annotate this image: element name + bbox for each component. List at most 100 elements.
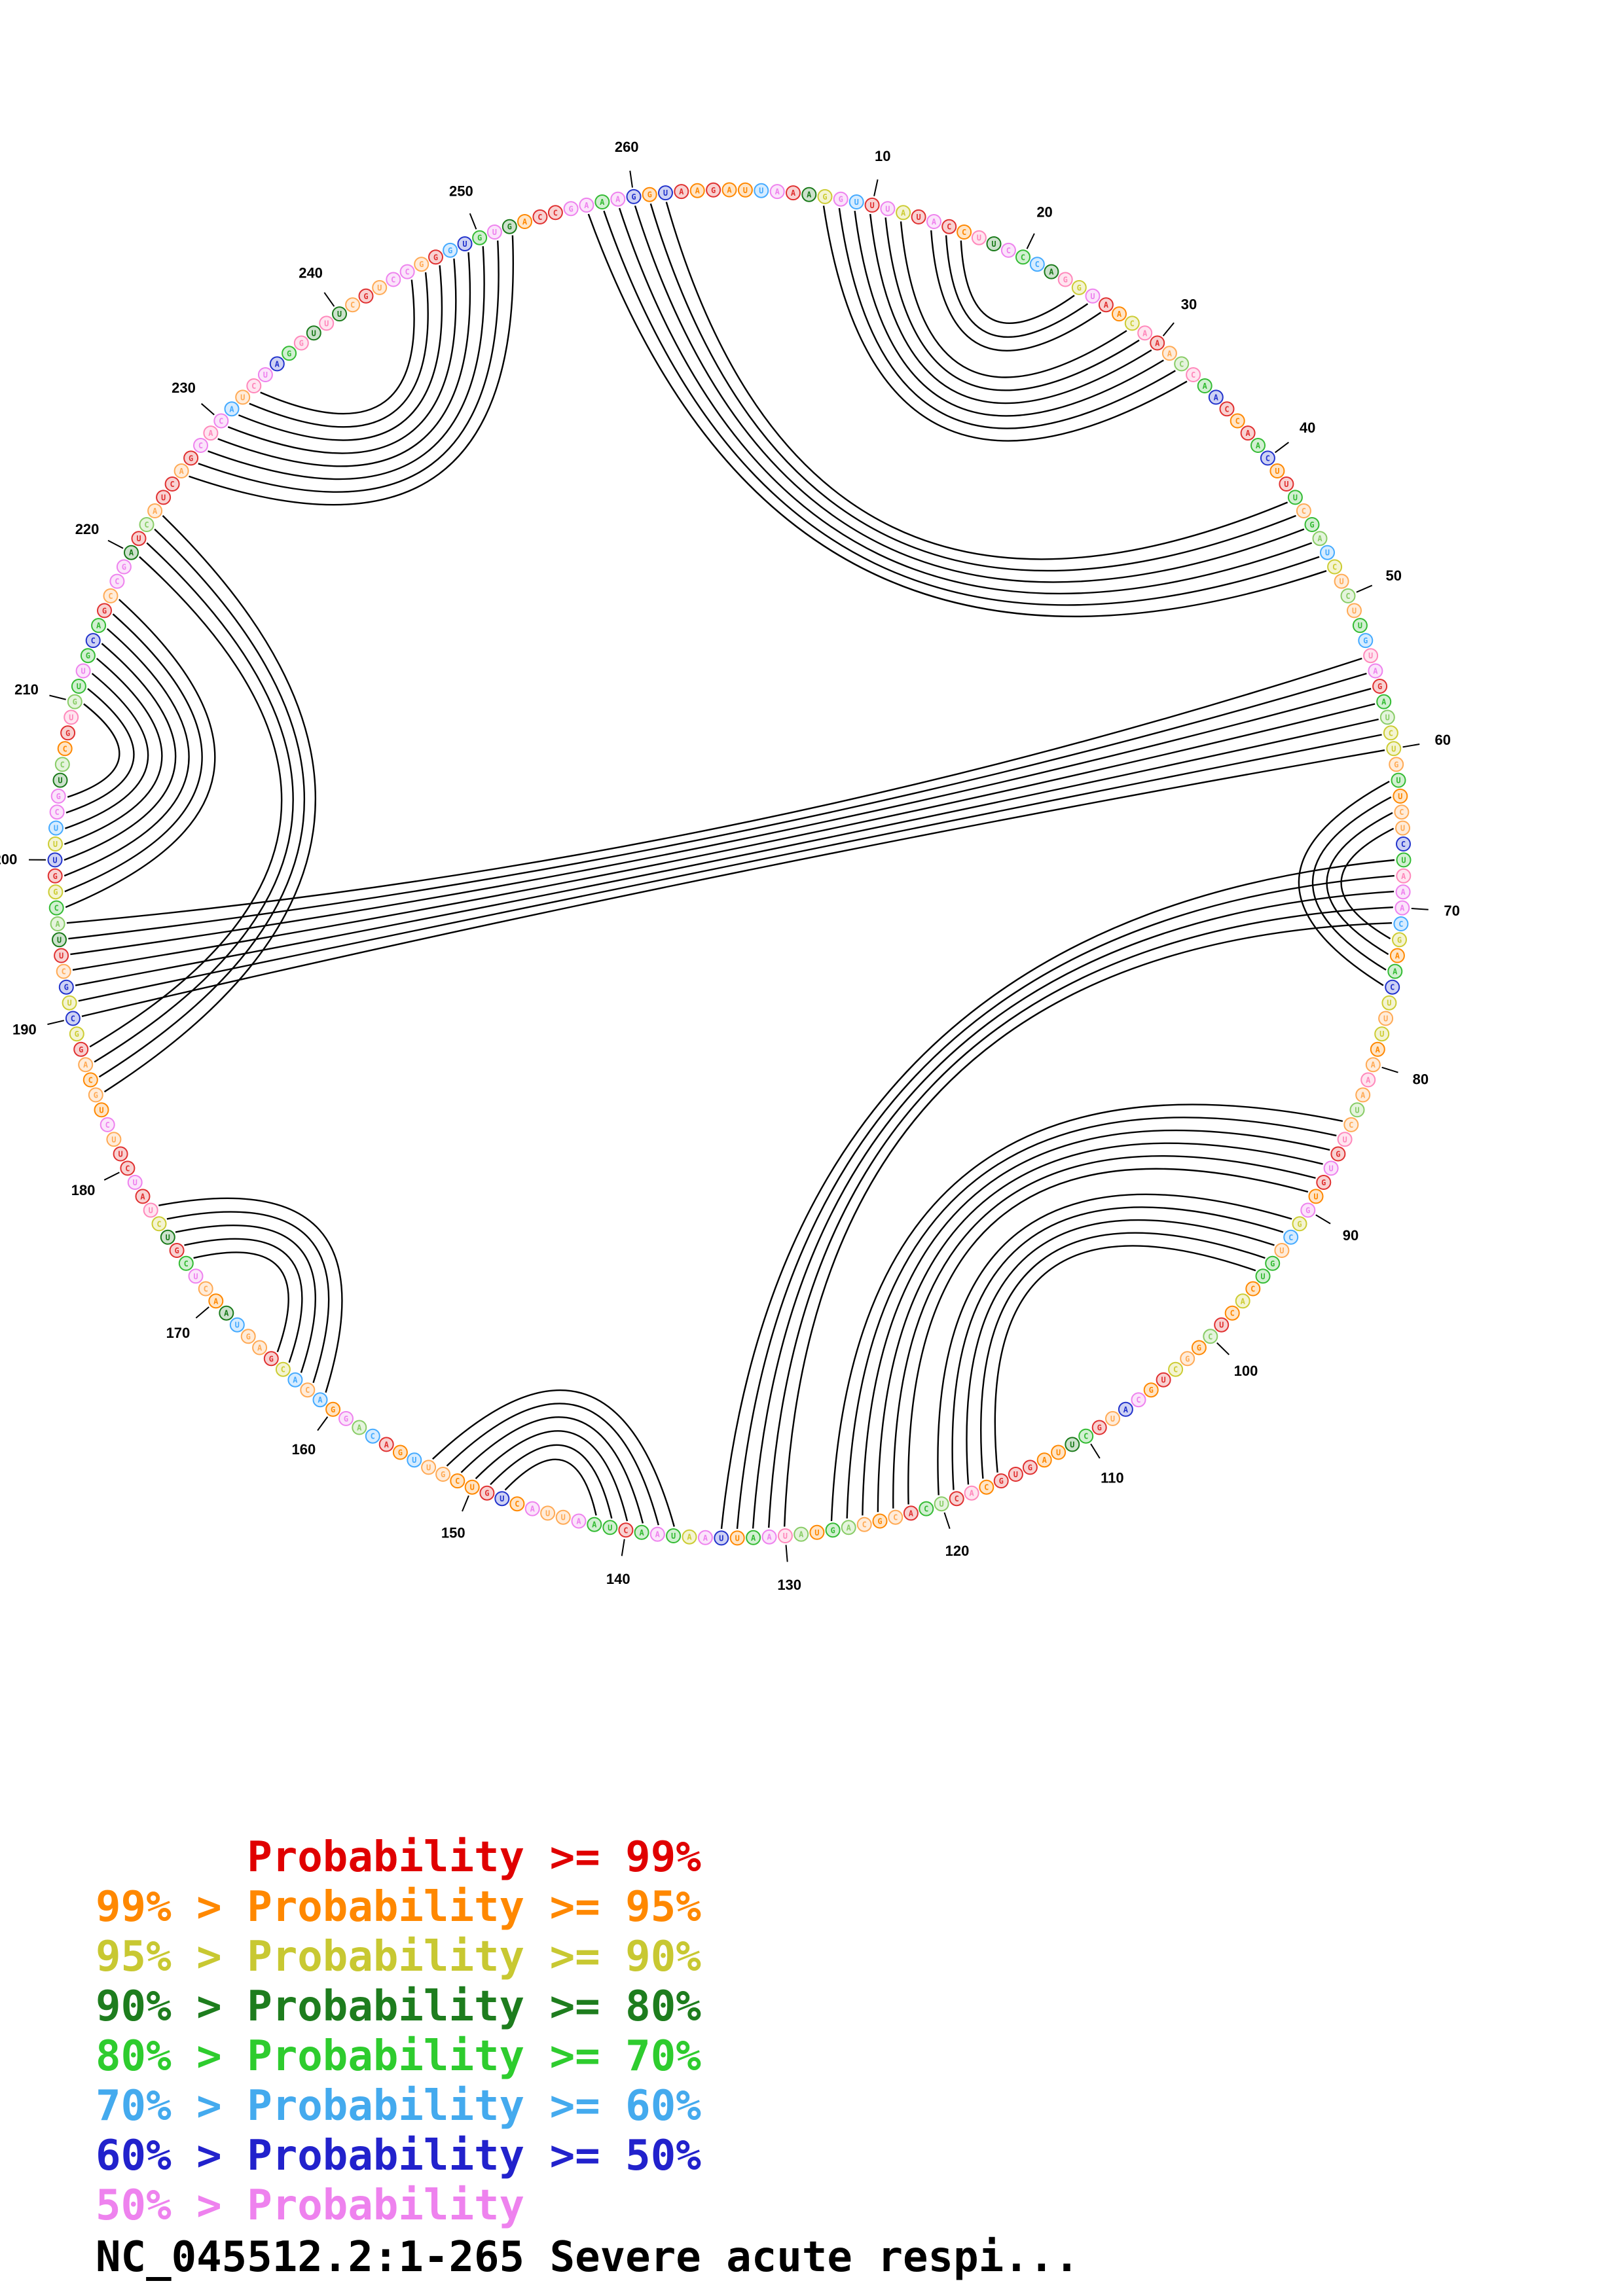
nucleotide-letter: U [111,1135,116,1144]
legend-entry: 99% > Probability >= 95% [96,1883,701,1931]
nucleotide-letter: U [133,1178,137,1187]
nucleotide-circle [754,183,769,198]
nucleotide-letter: C [198,441,203,450]
nucleotide-letter: G [174,1246,179,1255]
tick-mark [621,1539,625,1556]
base-pair-arc [951,1206,1284,1490]
base-pair-arc [862,1129,1330,1516]
nucleotide-circle [457,236,473,251]
nucleotide-circle [1396,852,1412,868]
tick-mark [47,1020,65,1026]
nucleotide-letter: A [208,429,213,438]
nucleotide-circle [1393,788,1408,804]
nucleotide-circle [697,1530,713,1545]
tick-label: 240 [299,265,323,281]
nucleotide-letter: A [1376,1045,1381,1054]
nucleotide-letter: A [257,1344,263,1353]
nucleotide-letter: U [240,393,245,402]
nucleotide-letter: U [916,213,921,222]
nucleotide-circle [151,1216,167,1232]
nucleotide-letter: C [170,480,174,489]
nucleotide-circle [332,306,347,322]
nucleotide-letter: A [1256,441,1261,450]
nucleotide-circle [666,1528,682,1543]
nucleotide-letter: C [1302,507,1306,516]
nucleotide-letter: C [156,1219,161,1229]
nucleotide-circle [1347,603,1362,619]
nucleotide-circle [69,1026,84,1042]
tick-label: 250 [449,183,473,200]
nucleotide-letter: U [1328,1164,1333,1173]
tick-label: 70 [1444,903,1459,919]
nucleotide-circle [602,1520,618,1535]
base-pair-arc [854,211,1164,417]
nucleotide-circle [1312,531,1328,547]
nucleotide-circle [1391,772,1406,788]
nucleotide-circle [872,1513,888,1529]
base-pair-arc [67,703,120,798]
nucleotide-circle [1296,503,1311,518]
tick-label: 60 [1434,732,1450,748]
base-pair-arc [103,515,316,1093]
nucleotide-letter: U [1379,1030,1384,1039]
base-pair-arc [460,1416,644,1524]
nucleotide-letter: A [615,195,621,204]
nucleotide-letter: C [281,1365,285,1374]
nucleotide-circle [64,709,79,725]
nucleotide-letter: C [1006,246,1011,255]
nucleotide-letter: A [224,1309,229,1318]
nucleotide-letter: A [357,1424,362,1433]
nucleotide-letter: C [91,636,96,645]
nucleotide-letter: C [623,1526,628,1535]
base-pair-arc [784,922,1393,1527]
nucleotide-circle [880,201,896,217]
nucleotide-letter: C [88,1075,93,1085]
nucleotide-letter: U [67,999,71,1008]
nucleotide-letter: U [337,310,342,319]
nucleotide-letter: U [671,1532,676,1541]
base-pair-arc [70,688,1372,956]
base-pair-arc [945,235,1089,338]
nucleotide-circle [941,219,957,234]
nucleotide-letter: A [847,1523,852,1532]
tick-label: 100 [1234,1363,1258,1379]
nucleotide-circle [682,1529,697,1545]
nucleotide-circle [1396,836,1411,852]
nucleotide-letter: C [455,1477,460,1486]
base-pair-arc [846,1117,1337,1519]
nucleotide-circle [864,197,880,213]
nucleotide-letter: C [1191,370,1195,380]
nucleotide-letter: G [1309,520,1314,529]
base-pair-arc [892,1155,1316,1509]
nucleotide-circle [91,618,107,634]
nucleotide-circle [1320,545,1335,560]
nucleotide-circle [56,963,71,979]
nucleotide-circle [1161,346,1177,361]
nucleotide-circle [1349,1102,1365,1118]
nucleotide-circle [1255,1268,1271,1284]
nucleotide-letter: U [77,682,81,691]
legend-entry: 60% > Probability >= 50% [96,2132,701,2180]
nucleotide-letter: U [1398,792,1402,801]
nucleotide-circle [494,1491,510,1507]
nucleotide-circle [793,1526,809,1542]
nucleotide-circle [1131,1392,1146,1408]
nucleotide-circle [50,916,65,931]
nucleotide-letter: U [193,1272,198,1281]
nucleotide-letter: U [1260,1272,1265,1281]
nucleotide-letter: G [631,192,636,202]
nucleotide-letter: A [727,186,732,195]
nucleotide-letter: G [711,186,716,195]
base-pair-arc [208,246,485,480]
nucleotide-letter: C [184,1259,189,1268]
nucleotide-circle [825,1522,841,1538]
nucleotide-letter: A [901,208,906,217]
nucleotide-circle [540,1505,556,1521]
nucleotide-letter: G [65,728,70,738]
nucleotide-letter: G [299,339,304,348]
base-pair-arc [830,1103,1343,1522]
nucleotide-letter: A [969,1489,974,1498]
nucleotide-circle [252,1340,268,1355]
nucleotide-letter: U [1342,1135,1347,1144]
